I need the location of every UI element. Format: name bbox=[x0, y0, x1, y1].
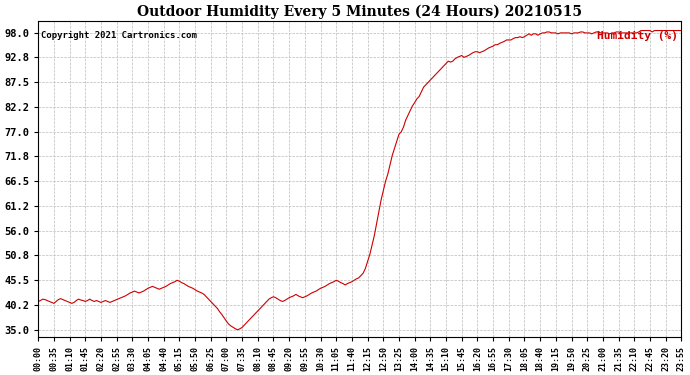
Text: Humidity (%): Humidity (%) bbox=[597, 31, 678, 40]
Text: Copyright 2021 Cartronics.com: Copyright 2021 Cartronics.com bbox=[41, 31, 197, 40]
Title: Outdoor Humidity Every 5 Minutes (24 Hours) 20210515: Outdoor Humidity Every 5 Minutes (24 Hou… bbox=[137, 4, 582, 18]
